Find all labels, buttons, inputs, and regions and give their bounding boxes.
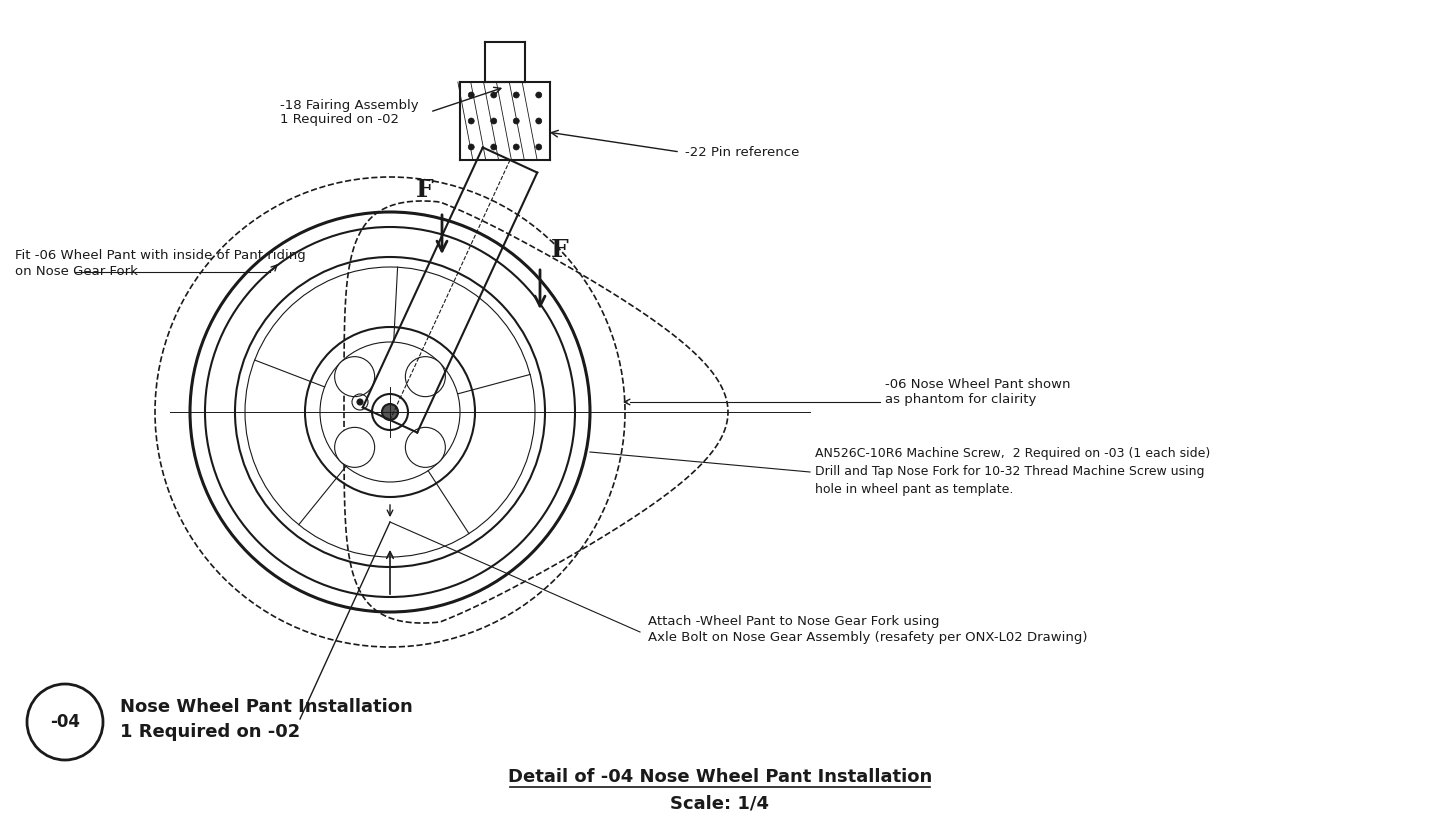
Text: -18 Fairing Assembly: -18 Fairing Assembly — [279, 100, 419, 112]
Text: on Nose Gear Fork: on Nose Gear Fork — [14, 265, 138, 278]
Circle shape — [468, 92, 474, 98]
Circle shape — [536, 118, 541, 124]
Text: Nose Wheel Pant Installation: Nose Wheel Pant Installation — [120, 698, 413, 716]
Text: 1 Required on -02: 1 Required on -02 — [120, 723, 301, 741]
Text: -22 Pin reference: -22 Pin reference — [685, 146, 799, 159]
Text: Axle Bolt on Nose Gear Assembly (resafety per ONX-L02 Drawing): Axle Bolt on Nose Gear Assembly (resafet… — [648, 631, 1087, 645]
Text: -06 Nose Wheel Pant shown
as phantom for clairity: -06 Nose Wheel Pant shown as phantom for… — [886, 378, 1070, 406]
Text: Scale: 1/4: Scale: 1/4 — [671, 795, 769, 813]
Circle shape — [513, 92, 520, 98]
Text: F: F — [416, 178, 433, 202]
Circle shape — [405, 357, 445, 397]
Circle shape — [334, 428, 374, 468]
Circle shape — [536, 144, 541, 150]
Circle shape — [491, 144, 497, 150]
Circle shape — [513, 118, 520, 124]
Circle shape — [405, 428, 445, 468]
Circle shape — [491, 118, 497, 124]
Text: 1 Required on -02: 1 Required on -02 — [279, 113, 399, 126]
Circle shape — [513, 144, 520, 150]
Circle shape — [334, 357, 374, 397]
Text: F: F — [552, 238, 569, 262]
Text: Drill and Tap Nose Fork for 10-32 Thread Machine Screw using: Drill and Tap Nose Fork for 10-32 Thread… — [815, 465, 1204, 478]
Text: Attach -Wheel Pant to Nose Gear Fork using: Attach -Wheel Pant to Nose Gear Fork usi… — [648, 616, 939, 628]
Text: Detail of -04 Nose Wheel Pant Installation: Detail of -04 Nose Wheel Pant Installati… — [508, 768, 932, 786]
Circle shape — [382, 404, 397, 420]
Circle shape — [491, 92, 497, 98]
Circle shape — [536, 92, 541, 98]
Circle shape — [468, 144, 474, 150]
Text: AN526C-10R6 Machine Screw,  2 Required on -03 (1 each side): AN526C-10R6 Machine Screw, 2 Required on… — [815, 448, 1210, 460]
Text: -04: -04 — [50, 713, 81, 731]
Circle shape — [468, 118, 474, 124]
Text: hole in wheel pant as template.: hole in wheel pant as template. — [815, 483, 1014, 496]
Text: Fit -06 Wheel Pant with inside of Pant riding: Fit -06 Wheel Pant with inside of Pant r… — [14, 249, 305, 262]
Circle shape — [372, 394, 408, 430]
Circle shape — [357, 399, 363, 405]
